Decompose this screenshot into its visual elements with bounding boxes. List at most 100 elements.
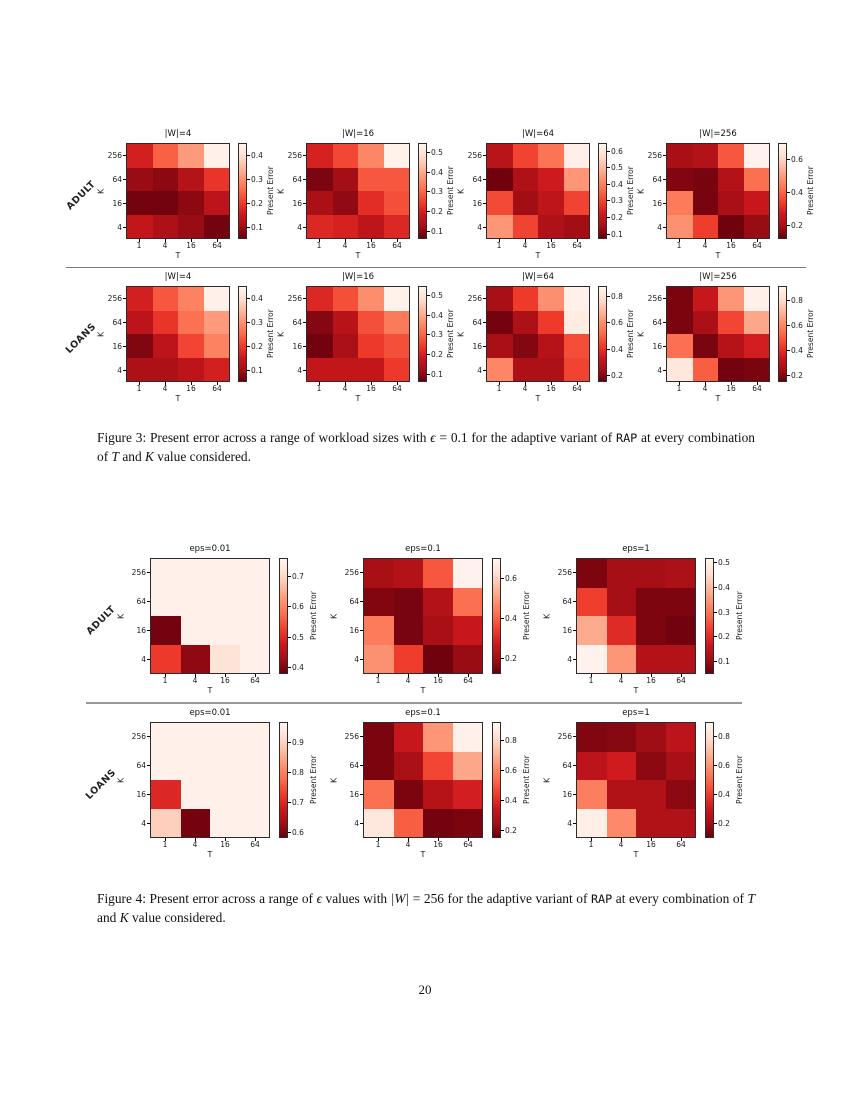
y-tick: 64 [552,587,576,616]
y-tick-mark [123,178,126,180]
heatmap-cell [718,357,744,381]
y-tick: 64 [339,587,363,616]
x-tick-label: 16 [220,840,230,849]
heatmap-cell [563,167,589,191]
x-tick: 64 [384,382,410,394]
heatmap-cell [178,167,204,191]
heatmap-cell [152,310,178,334]
heatmap-cell [452,559,482,588]
x-tick-mark [467,838,469,841]
colorbar-tick: 0.3 [427,330,443,339]
heatmap-cell [239,587,269,616]
heatmap-cell [364,723,394,752]
colorbar-tick-mark [607,200,610,202]
colorbar-tick: 0.6 [501,766,517,775]
colorbar-axis-label: Present Error [522,755,531,805]
y-tick-mark [573,794,576,795]
y-tick: 16 [106,191,126,215]
y-tick: 16 [339,780,363,809]
y-tick: 4 [286,215,306,239]
heatmap-grid [363,558,483,674]
panels-strip: eps=0.01 K 256 64 16 4 1 4 16 64 T 0.4 0.5 0.6 0.7 Pres… [116,543,745,697]
x-tick: 1 [150,838,180,850]
heatmap-grid [363,722,483,838]
heatmap-cell [692,287,718,311]
heatmap-cell [563,334,589,358]
y-tick: 4 [552,645,576,674]
colorbar-tick-label: 0.5 [431,291,443,301]
colorbar-tick-mark [288,636,291,638]
y-tick-label: 64 [652,317,662,327]
y-tick-mark [483,321,486,323]
row-label-column: ADULT [64,128,98,262]
heatmap-cell [423,808,453,837]
colorbar-tick: 0.2 [787,371,803,380]
y-tick: 64 [106,167,126,191]
heatmap-cell [203,334,229,358]
y-axis-label: K [276,188,286,194]
colorbar-tick-label: 0.8 [292,768,304,778]
heatmap-panel: |W|=4 K 256 64 16 4 1 4 16 64 T 0.1 0.2 0.3 0.4 Present… [96,128,276,262]
x-tick: 16 [718,382,744,394]
y-tick-mark [663,345,666,347]
y-axis-ticks: 256 64 16 4 [286,286,306,382]
y-tick-mark [663,154,666,156]
heatmap-cell [307,357,333,381]
colorbar-tick-mark [427,295,430,297]
x-tick: 64 [453,674,483,686]
y-axis-label: K [456,188,466,194]
colorbar-tick-label: 0.4 [791,188,803,198]
y-tick-label: 256 [467,293,482,303]
heatmap-grid [666,286,770,382]
y-tick-mark [147,572,150,573]
heatmap-cell [692,144,718,168]
heatmap-grid [666,143,770,239]
colorbar-tick: 0.4 [247,151,263,160]
colorbar-tick-label: 0.1 [611,229,623,239]
figure-row-adult: ADULT |W|=4 K 256 64 16 4 1 4 16 64 T 0.1 0.2 0.3 0.4 Pr… [64,128,815,262]
x-tick: 1 [486,382,512,394]
colorbar-tick-label: 0.7 [292,571,304,581]
x-tick-label: 64 [392,384,402,393]
heatmap-cell [332,144,358,168]
x-tick-mark [377,838,379,841]
colorbar-tick: 0.4 [607,345,623,354]
y-axis-label: K [542,613,552,619]
colorbar-tick-label: 0.6 [292,827,304,837]
heatmap-cell [512,191,538,215]
x-tick-label: 16 [366,241,376,250]
x-tick-label: 4 [522,241,528,250]
x-tick-label: 64 [392,241,402,250]
y-tick-mark [303,178,306,180]
x-tick: 16 [358,239,384,251]
x-tick-mark [524,239,526,242]
heatmap-cell [151,751,181,780]
heatmap-cell [383,334,409,358]
heatmap-cell [667,287,693,311]
colorbar-tick-mark [607,216,610,218]
heatmap-cell [152,357,178,381]
heatmap-cell [423,559,453,588]
y-tick: 256 [552,558,576,587]
y-axis-ticks: 256 64 16 4 [552,722,576,838]
x-tick-mark [190,239,192,242]
colorbar-tick-label: 0.2 [251,341,263,351]
heatmap-cell [743,214,769,238]
panel-title: eps=0.01 [189,708,231,718]
y-tick: 4 [466,358,486,382]
y-tick-mark [303,297,306,299]
heatmap-cell [210,808,240,837]
heatmap-cell [203,287,229,311]
heatmap-cell [180,616,210,645]
heatmap-cell [364,808,394,837]
colorbar-tick: 0.3 [714,608,730,617]
x-tick-label: 4 [192,676,198,685]
colorbar-tick: 0.2 [427,207,443,216]
heatmap-cell [512,287,538,311]
x-tick-mark [756,382,758,385]
colorbar-axis-label: Present Error [446,309,455,359]
colorbar-tick-mark [501,769,504,771]
y-axis-ticks: 256 64 16 4 [286,143,306,239]
x-tick-mark [437,838,439,841]
colorbar-tick-mark [607,296,610,298]
